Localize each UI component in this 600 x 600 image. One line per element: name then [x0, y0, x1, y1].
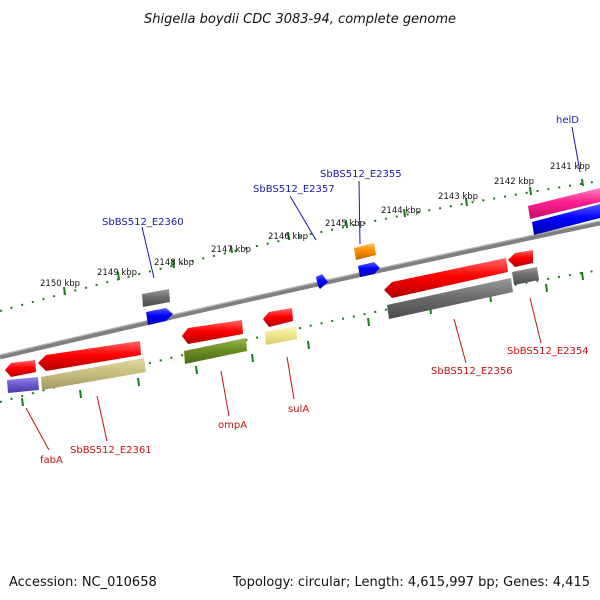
outer-major-ticks	[63, 178, 584, 296]
gene-feature-E2356-red[interactable]	[384, 258, 508, 298]
gene-feature-E2360-blue[interactable]	[146, 308, 173, 325]
gene-label-sulA[interactable]: sulA	[288, 404, 309, 415]
gene-feature-E2361-khaki[interactable]	[41, 358, 146, 390]
tick-label-2142: 2142 kbp	[494, 177, 534, 187]
outer-tick-track	[0, 180, 600, 312]
gene-feature-sulA-red[interactable]	[263, 308, 293, 327]
leader-E2355	[358, 180, 361, 245]
gene-feature-E2355-orange[interactable]	[354, 243, 376, 260]
label-leaders	[25, 126, 581, 451]
tick-label-2148: 2148 kbp	[154, 258, 194, 268]
tick-label-2146: 2146 kbp	[268, 232, 308, 242]
leader-E2356	[453, 318, 467, 364]
gene-label-E2357[interactable]: SbBS512_E2357	[253, 184, 335, 195]
gene-feature-helD-blue[interactable]	[532, 204, 600, 235]
leader-fabA	[25, 407, 50, 451]
leader-E2354	[529, 297, 542, 344]
gene-feature-E2356-gray[interactable]	[387, 278, 513, 319]
backbone-highlight	[0, 220, 600, 356]
gene-label-E2355[interactable]: SbBS512_E2355	[320, 169, 402, 180]
gene-feature-helD-pink[interactable]	[528, 188, 600, 219]
gene-label-E2361[interactable]: SbBS512_E2361	[70, 445, 152, 456]
gene-label-fabA[interactable]: fabA	[40, 455, 63, 466]
gene-feature-ompA-red[interactable]	[182, 320, 243, 344]
gene-label-E2354[interactable]: SbBS512_E2354	[507, 346, 589, 357]
leader-E2357	[289, 195, 317, 241]
gene-feature-E2360-gray[interactable]	[142, 289, 170, 307]
gene-label-helD[interactable]: helD	[556, 115, 579, 126]
gene-feature-E2354-gray[interactable]	[512, 267, 539, 285]
gene-feature-E2354-red[interactable]	[508, 250, 533, 267]
leader-E2361	[96, 395, 108, 442]
gene-feature-E2357-blue[interactable]	[316, 274, 328, 289]
gene-feature-E2361-red[interactable]	[38, 341, 141, 371]
genome-backbone	[0, 220, 600, 360]
leader-ompA	[220, 370, 230, 417]
gene-feature-sulA-yellow[interactable]	[265, 326, 297, 345]
tick-label-2149: 2149 kbp	[97, 268, 137, 278]
leader-helD	[571, 126, 581, 173]
tick-label-2145: 2145 kbp	[325, 219, 365, 229]
gene-feature-E2355-blue[interactable]	[358, 262, 380, 277]
accession-text: Accession: NC_010658	[9, 575, 157, 590]
gene-feature-ompA-olive[interactable]	[184, 338, 247, 364]
gene-label-E2360[interactable]: SbBS512_E2360	[102, 217, 184, 228]
leader-E2360	[141, 226, 155, 279]
map-title: Shigella boydii CDC 3083-94, complete ge…	[144, 12, 456, 27]
tick-label-2150: 2150 kbp	[40, 279, 80, 289]
tick-label-2143: 2143 kbp	[438, 192, 478, 202]
gene-label-ompA[interactable]: ompA	[218, 420, 247, 431]
genome-summary-text: Topology: circular; Length: 4,615,997 bp…	[232, 575, 590, 590]
tick-label-2141: 2141 kbp	[550, 162, 590, 172]
leader-sulA	[286, 356, 295, 400]
tick-label-2147: 2147 kbp	[211, 245, 251, 255]
gene-feature-fabA-red[interactable]	[5, 360, 36, 377]
gene-label-E2356[interactable]: SbBS512_E2356	[431, 366, 513, 377]
inner-tick-track	[0, 269, 600, 403]
tick-label-2144: 2144 kbp	[381, 206, 421, 216]
gene-feature-fabA-purple[interactable]	[7, 377, 39, 393]
